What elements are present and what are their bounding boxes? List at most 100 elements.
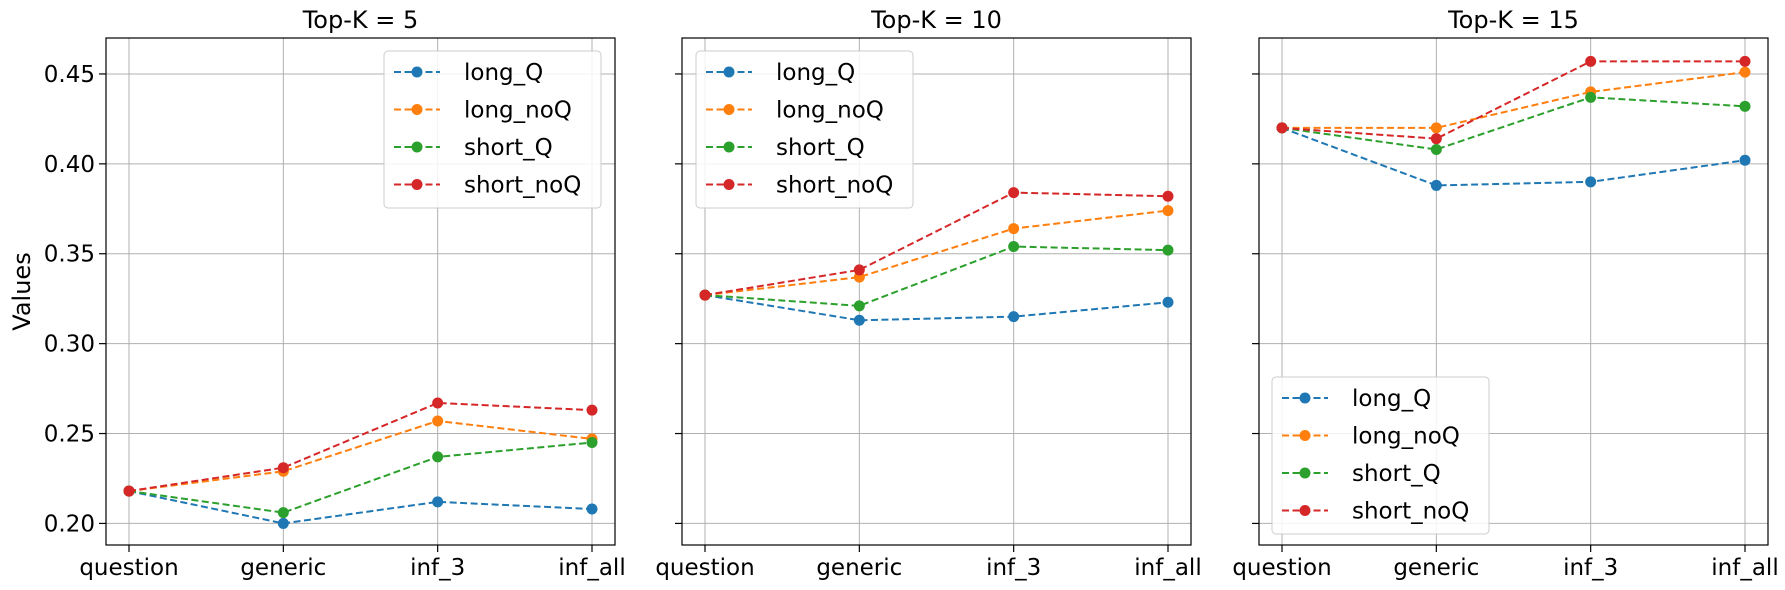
- legend-label: short_noQ: [464, 173, 581, 199]
- series-long_noQ: [123, 415, 598, 497]
- axes-frame: [1258, 37, 1769, 546]
- legend-marker: [411, 104, 423, 115]
- series-long_Q: [123, 485, 598, 529]
- legend-item: short_noQ: [706, 173, 893, 199]
- data-point: [277, 517, 289, 529]
- series-long_Q: [699, 289, 1174, 326]
- legend-box: [695, 50, 914, 209]
- legend-marker: [1299, 392, 1311, 404]
- series-line: [128, 419, 593, 493]
- data-point: [853, 314, 865, 326]
- legend-item: long_Q: [394, 60, 543, 86]
- legend-marker: [723, 179, 735, 190]
- legend-label: long_noQ: [1352, 424, 1460, 450]
- legend-label: long_Q: [464, 60, 543, 86]
- data-point: [277, 462, 289, 474]
- series-short_noQ: [1276, 55, 1751, 145]
- series-line: [1281, 60, 1745, 140]
- data-point: [1430, 133, 1442, 145]
- x-tick-label: generic: [816, 555, 902, 581]
- data-point: [432, 496, 444, 508]
- legend-item: short_noQ: [1282, 499, 1469, 525]
- x-tick-label: generic: [240, 555, 326, 581]
- series-line: [1281, 126, 1746, 187]
- data-point: [1430, 179, 1442, 191]
- series-short_Q: [699, 241, 1174, 312]
- legend-label: long_noQ: [776, 98, 884, 124]
- series-line: [128, 490, 593, 525]
- data-point: [586, 437, 598, 449]
- legend-item: long_noQ: [706, 98, 884, 124]
- data-point: [1585, 55, 1597, 67]
- x-tick-label: inf_all: [558, 555, 625, 581]
- legend-marker: [411, 66, 423, 78]
- axes-frame: [681, 37, 1192, 546]
- series-short_noQ: [699, 187, 1174, 301]
- chart-title: Top-K = 15: [1447, 6, 1579, 34]
- legend-label: long_Q: [776, 60, 855, 86]
- series-line: [704, 191, 1169, 297]
- y-axis-label: Values: [8, 252, 36, 330]
- legend-label: long_noQ: [464, 98, 572, 124]
- data-point: [1008, 311, 1020, 323]
- data-point: [1162, 296, 1174, 308]
- series-line: [704, 209, 1169, 297]
- series-short_noQ: [123, 397, 598, 497]
- chart-title: Top-K = 10: [870, 6, 1002, 34]
- legend-label: short_Q: [464, 135, 553, 161]
- legend-box: [383, 50, 602, 209]
- data-point: [1585, 176, 1597, 188]
- series-long_noQ: [699, 205, 1174, 301]
- legend-item: short_Q: [706, 135, 865, 161]
- series-line: [704, 245, 1169, 307]
- data-point: [853, 264, 865, 276]
- series-line: [704, 294, 1169, 322]
- y-tick-label: 0.40: [44, 152, 95, 178]
- legend-item: long_noQ: [1282, 424, 1460, 450]
- data-point: [853, 300, 865, 312]
- chart-title: Top-K = 5: [302, 6, 419, 34]
- data-point: [1008, 223, 1020, 235]
- data-point: [123, 485, 135, 497]
- data-point: [1162, 205, 1174, 217]
- data-point: [1739, 66, 1751, 78]
- data-point: [432, 451, 444, 463]
- data-point: [432, 415, 444, 427]
- data-point: [1276, 122, 1288, 134]
- legend-marker: [723, 141, 735, 153]
- x-tick-label: question: [1232, 555, 1331, 581]
- legend-item: long_noQ: [394, 98, 572, 124]
- legend-label: long_Q: [1352, 386, 1431, 412]
- data-point: [1008, 241, 1020, 253]
- y-tick-label: 0.45: [44, 62, 95, 88]
- chart-panel: question generic inf_3 inf_all Top-K = 10 lon…: [655, 6, 1201, 581]
- legend-item: short_Q: [394, 135, 553, 161]
- x-tick-label: inf_all: [1134, 555, 1201, 581]
- x-tick-label: inf_all: [1711, 555, 1778, 581]
- data-point: [1739, 154, 1751, 166]
- y-tick-label: 0.25: [44, 422, 95, 448]
- y-tick-label: 0.20: [44, 511, 95, 537]
- legend-marker: [723, 104, 735, 115]
- x-tick-label: generic: [1393, 555, 1479, 581]
- legend: long_Q long_noQ short_Q short_noQ: [383, 50, 602, 209]
- data-point: [277, 507, 289, 519]
- legend-label: short_Q: [776, 135, 865, 161]
- legend-item: short_Q: [1282, 461, 1441, 487]
- legend-marker: [1299, 505, 1311, 516]
- x-tick-label: question: [79, 555, 178, 581]
- chart-panel: 0.20 0.25 0.30 0.35 0.40 0.45 question generic i…: [8, 6, 626, 581]
- legend: long_Q long_noQ short_Q short_noQ: [695, 50, 914, 209]
- x-tick-label: inf_3: [410, 555, 465, 581]
- legend-label: short_Q: [1352, 461, 1441, 487]
- data-point: [1585, 91, 1597, 103]
- axes-frame: [105, 37, 616, 546]
- legend-marker: [723, 66, 735, 78]
- series-short_Q: [1276, 91, 1751, 155]
- x-tick-label: inf_3: [986, 555, 1041, 581]
- legend-marker: [1299, 430, 1311, 441]
- y-tick-label: 0.35: [44, 242, 95, 268]
- data-point: [586, 404, 598, 416]
- legend-marker: [411, 179, 423, 190]
- legend-box: [1271, 376, 1490, 535]
